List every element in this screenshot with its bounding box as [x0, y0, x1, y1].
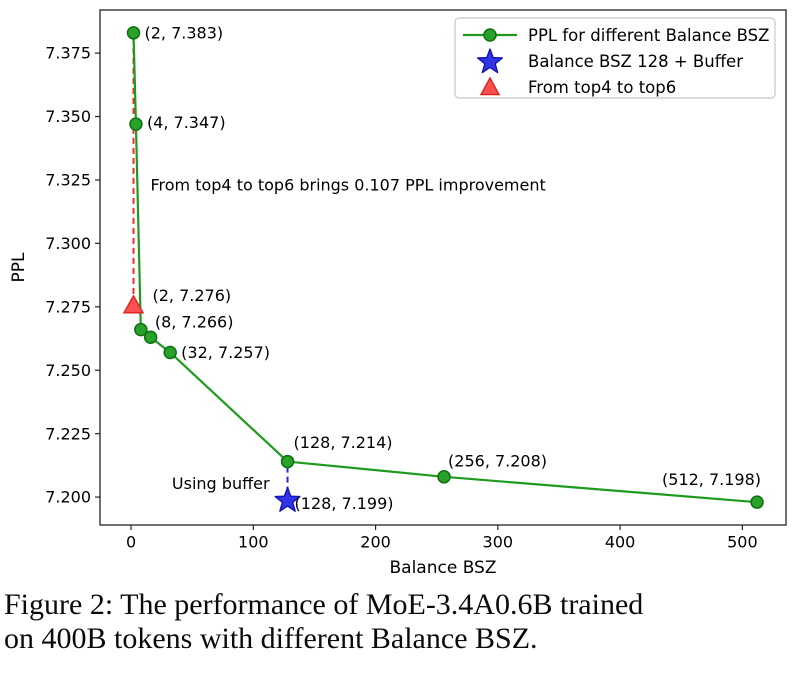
x-tick-label: 200 [360, 533, 391, 552]
legend-label: From top4 to top6 [528, 78, 676, 97]
y-tick-label: 7.250 [45, 361, 91, 380]
annotation-pt-8-7266: (8, 7.266) [155, 312, 234, 331]
y-tick-label: 7.300 [45, 234, 91, 253]
annotation-pt-128-7199: (128, 7.199) [295, 494, 394, 513]
figure-caption: Figure 2: The performance of MoE-3.4A0.6… [0, 586, 800, 656]
ppl-point-marker [129, 117, 143, 131]
ppl-point-marker [437, 470, 451, 484]
y-tick-label: 7.200 [45, 488, 91, 507]
ppl-point-marker [126, 26, 141, 40]
axes-frame [99, 9, 787, 526]
buffer-star-marker [274, 486, 301, 512]
annotation-note-using-buffer: Using buffer [172, 474, 270, 493]
ppl-point-marker [134, 322, 148, 337]
caption-line-2: on 400B tokens with different Balance BS… [4, 621, 538, 655]
annotation-pt-4-7347: (4, 7.347) [147, 113, 226, 132]
y-tick-label: 7.325 [45, 171, 91, 190]
annotation-pt-512-7198: (512, 7.198) [662, 470, 761, 489]
ppl-point-marker [163, 345, 177, 360]
x-tick-label: 400 [605, 533, 636, 552]
annotation-pt-2-7383: (2, 7.383) [144, 23, 223, 42]
x-tick-label: 100 [238, 533, 269, 552]
y-axis-label: PPL [9, 252, 29, 283]
legend-star-marker-icon [476, 48, 504, 74]
x-tick-label: 0 [126, 533, 136, 552]
annotation-pt-32-7257: (32, 7.257) [181, 343, 270, 362]
annotation-note-improvement: From top4 to top6 brings 0.107 PPL impro… [150, 176, 545, 195]
legend-box [454, 17, 776, 99]
x-tick-label: 500 [727, 533, 758, 552]
legend-label: PPL for different Balance BSZ [528, 26, 769, 45]
caption-line-1: Figure 2: The performance of MoE-3.4A0.6… [4, 588, 644, 621]
annotation-pt-128-7214: (128, 7.214) [294, 433, 393, 452]
ppl-point-marker [750, 495, 764, 509]
ppl-vs-balance-bsz-chart: 0 100 200 300 400 500 7.200 7.225 7.250 7.275 7.30… [9, 9, 787, 578]
x-axis-label: Balance BSZ [389, 558, 496, 578]
y-tick-label: 7.350 [45, 107, 91, 126]
top6-triangle-marker [122, 294, 145, 314]
ppl-point-marker [143, 330, 158, 345]
annotation-pt-2-7276: (2, 7.276) [152, 286, 231, 305]
y-tick-label: 7.375 [45, 44, 91, 63]
y-tick-label: 7.275 [45, 297, 91, 316]
legend-triangle-marker-icon [479, 76, 501, 96]
y-tick-label: 7.225 [45, 424, 91, 443]
x-tick-label: 300 [483, 533, 514, 552]
legend-label: Balance BSZ 128 + Buffer [528, 52, 743, 71]
annotation-pt-256-7208: (256, 7.208) [448, 451, 547, 470]
ppl-line [132, 32, 758, 504]
ppl-point-marker [280, 454, 295, 469]
legend-circle-marker-icon [483, 28, 497, 42]
